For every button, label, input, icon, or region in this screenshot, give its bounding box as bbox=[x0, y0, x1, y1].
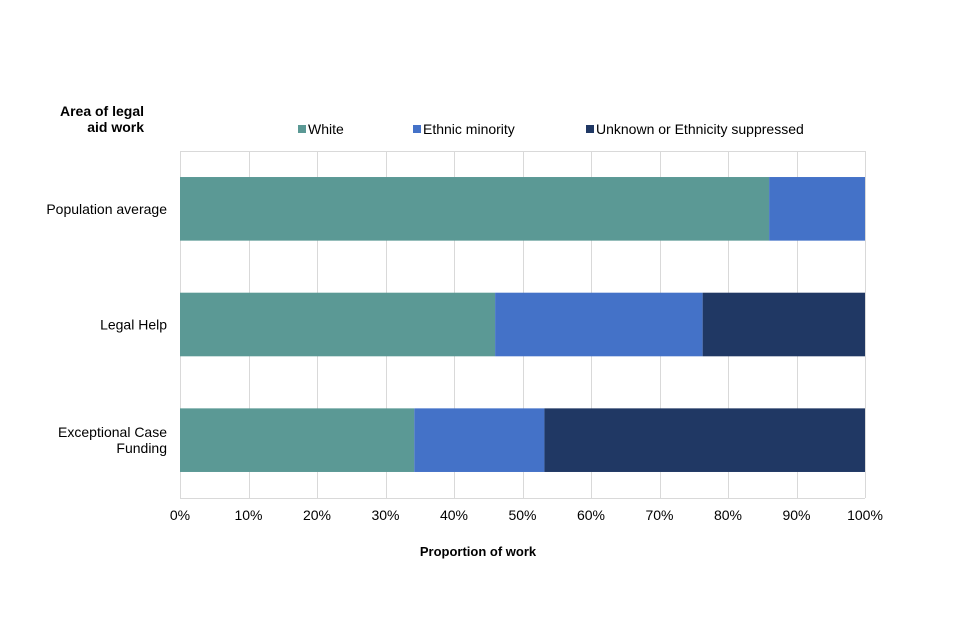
legend-swatch-unknown bbox=[586, 125, 594, 133]
x-tick-label: 90% bbox=[782, 507, 810, 523]
bar-segment-unknown-or-ethnicity-suppressed-2 bbox=[544, 408, 865, 472]
x-tick-label: 50% bbox=[508, 507, 536, 523]
bar-segment-ethnic-minority-2 bbox=[414, 408, 545, 472]
legend-label-white: White bbox=[308, 121, 344, 137]
bar-segment-white-2 bbox=[180, 408, 415, 472]
bar-segment-unknown-or-ethnicity-suppressed-1 bbox=[702, 292, 865, 357]
tick-labels: 0% 10% 20% 30% 40% 50% 60% 70% 80% 90% 100% bbox=[170, 507, 883, 523]
x-tick-label: 30% bbox=[371, 507, 399, 523]
x-tick-label: 60% bbox=[577, 507, 605, 523]
bars bbox=[180, 177, 865, 472]
x-tick-label: 80% bbox=[714, 507, 742, 523]
legend-swatch-ethnic-minority bbox=[413, 125, 421, 133]
x-axis-title: Proportion of work bbox=[420, 544, 537, 559]
legend-label-unknown: Unknown or Ethnicity suppressed bbox=[596, 121, 804, 137]
y-axis-title-line-2: aid work bbox=[87, 119, 144, 135]
bar-segment-ethnic-minority-1 bbox=[495, 292, 703, 357]
bar-segment-white-0 bbox=[180, 177, 770, 241]
x-tick-label: 10% bbox=[234, 507, 262, 523]
category-label: Population average bbox=[46, 201, 167, 217]
category-labels: Population average Legal Help Exceptional … bbox=[46, 201, 167, 456]
x-tick-label: 100% bbox=[847, 507, 883, 523]
x-tick-label: 40% bbox=[440, 507, 468, 523]
y-axis-title-line-1: Area of legal bbox=[60, 103, 144, 119]
x-tick-label: 0% bbox=[170, 507, 190, 523]
bar-segment-white-1 bbox=[180, 292, 496, 357]
category-label: Funding bbox=[116, 440, 167, 456]
legend: White Ethnic minority Unknown or Ethnici… bbox=[298, 121, 804, 137]
category-label: Exceptional Case bbox=[58, 424, 167, 440]
x-tick-label: 20% bbox=[303, 507, 331, 523]
x-tick-label: 70% bbox=[645, 507, 673, 523]
bar-segment-ethnic-minority-0 bbox=[769, 177, 865, 241]
legend-label-ethnic-minority: Ethnic minority bbox=[423, 121, 515, 137]
legend-swatch-white bbox=[298, 125, 306, 133]
category-label: Legal Help bbox=[100, 317, 167, 333]
